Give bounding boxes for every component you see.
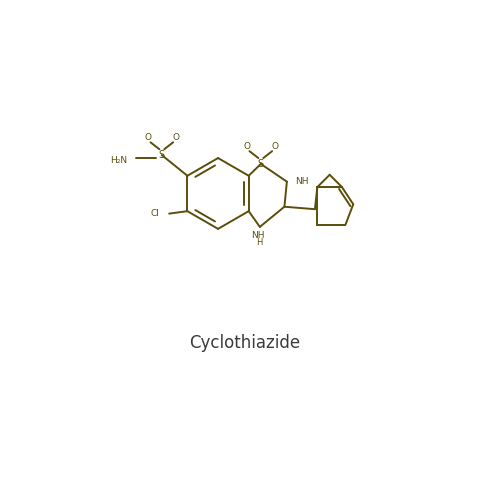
Text: H₂N: H₂N [110,156,128,164]
Text: NH: NH [250,231,264,240]
Text: O: O [271,142,278,151]
Text: O: O [172,133,179,142]
Text: NH: NH [294,177,308,186]
Text: O: O [144,133,152,142]
Text: H: H [256,238,262,247]
Text: Cyclothiazide: Cyclothiazide [190,334,300,352]
Text: O: O [244,142,250,151]
Text: Cl: Cl [150,209,160,218]
Text: S: S [159,150,165,160]
Text: S: S [258,159,264,169]
